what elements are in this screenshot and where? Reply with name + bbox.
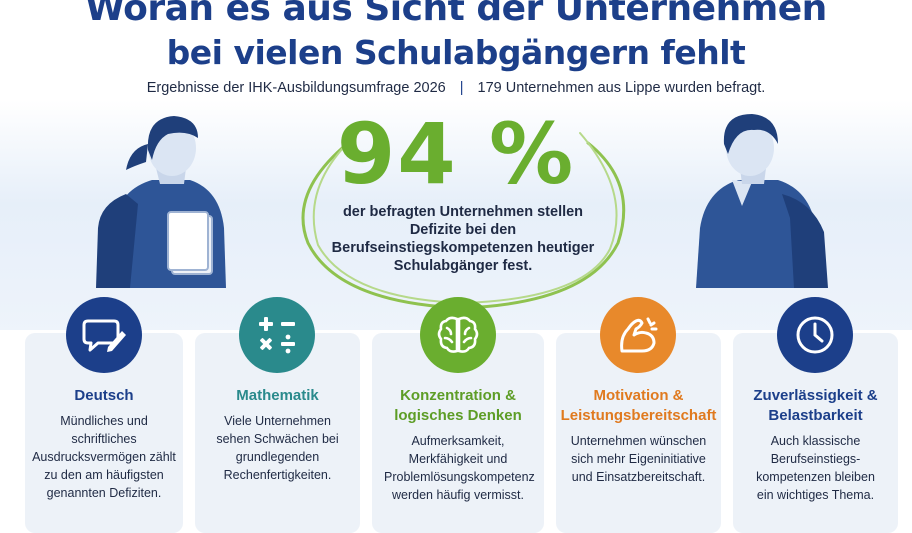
subtitle-separator: | [459,80,464,96]
student-boy-illustration [696,114,828,288]
subtitle: Ergebnisse der IHK-Ausbildungsumfrage 20… [0,80,912,96]
clock-icon [777,297,853,373]
highlight-description: der befragten Unternehmen stellen Defizi… [331,204,595,274]
card-zuverlaessigkeit-title: Zuverlässigkeit & Belastbarkeit [753,387,878,424]
card-zuverlaessigkeit: Zuverlässigkeit & Belastbarkeit Auch kla… [733,297,898,533]
card-konzentration: Konzentration & logisches Denken Aufmerk… [372,297,544,533]
card-deutsch-title: Deutsch [74,387,134,404]
brain-icon [420,297,496,373]
card-motivation: Motivation & Leistungsbereitschaft Unter… [556,297,721,533]
card-mathematik-text: Viele Unternehmen sehen Schwächen bei gr… [216,414,339,482]
card-zuverlaessigkeit-text: Auch klassische Berufseinstiegs-kompeten… [756,434,875,502]
highlight-percentage: 94 % [336,105,576,203]
subtitle-survey: Ergebnisse der IHK-Ausbildungsumfrage 20… [146,80,446,96]
card-motivation-title: Motivation & Leistungsbereitschaft [560,387,717,424]
speech-bubble-pen-icon [66,297,142,373]
card-konzentration-text: Aufmerksamkeit, Merkfähigkeit und Proble… [384,434,535,502]
card-mathematik: Mathematik Viele Unternehmen sehen Schwä… [195,297,360,533]
card-motivation-text: Unternehmen wünschen sich mehr Eigeninit… [570,434,707,484]
card-deutsch-text: Mündliches und schriftliches Ausdrucksve… [32,414,176,500]
card-mathematik-title: Mathematik [236,387,319,404]
card-konzentration-title: Konzentration & logisches Denken [394,387,522,424]
flexed-arm-icon [600,297,676,373]
page-title-line-2: bei vielen Schulabgängern fehlt [166,33,746,72]
page-title-line-1: Woran es aus Sicht der Unternehmen [85,0,827,29]
student-girl-illustration [96,116,226,288]
math-operators-icon [239,297,315,373]
card-deutsch: Deutsch Mündliches und schriftliches Aus… [25,297,183,533]
subtitle-respondents: 179 Unternehmen aus Lippe wurden befragt… [477,80,766,96]
